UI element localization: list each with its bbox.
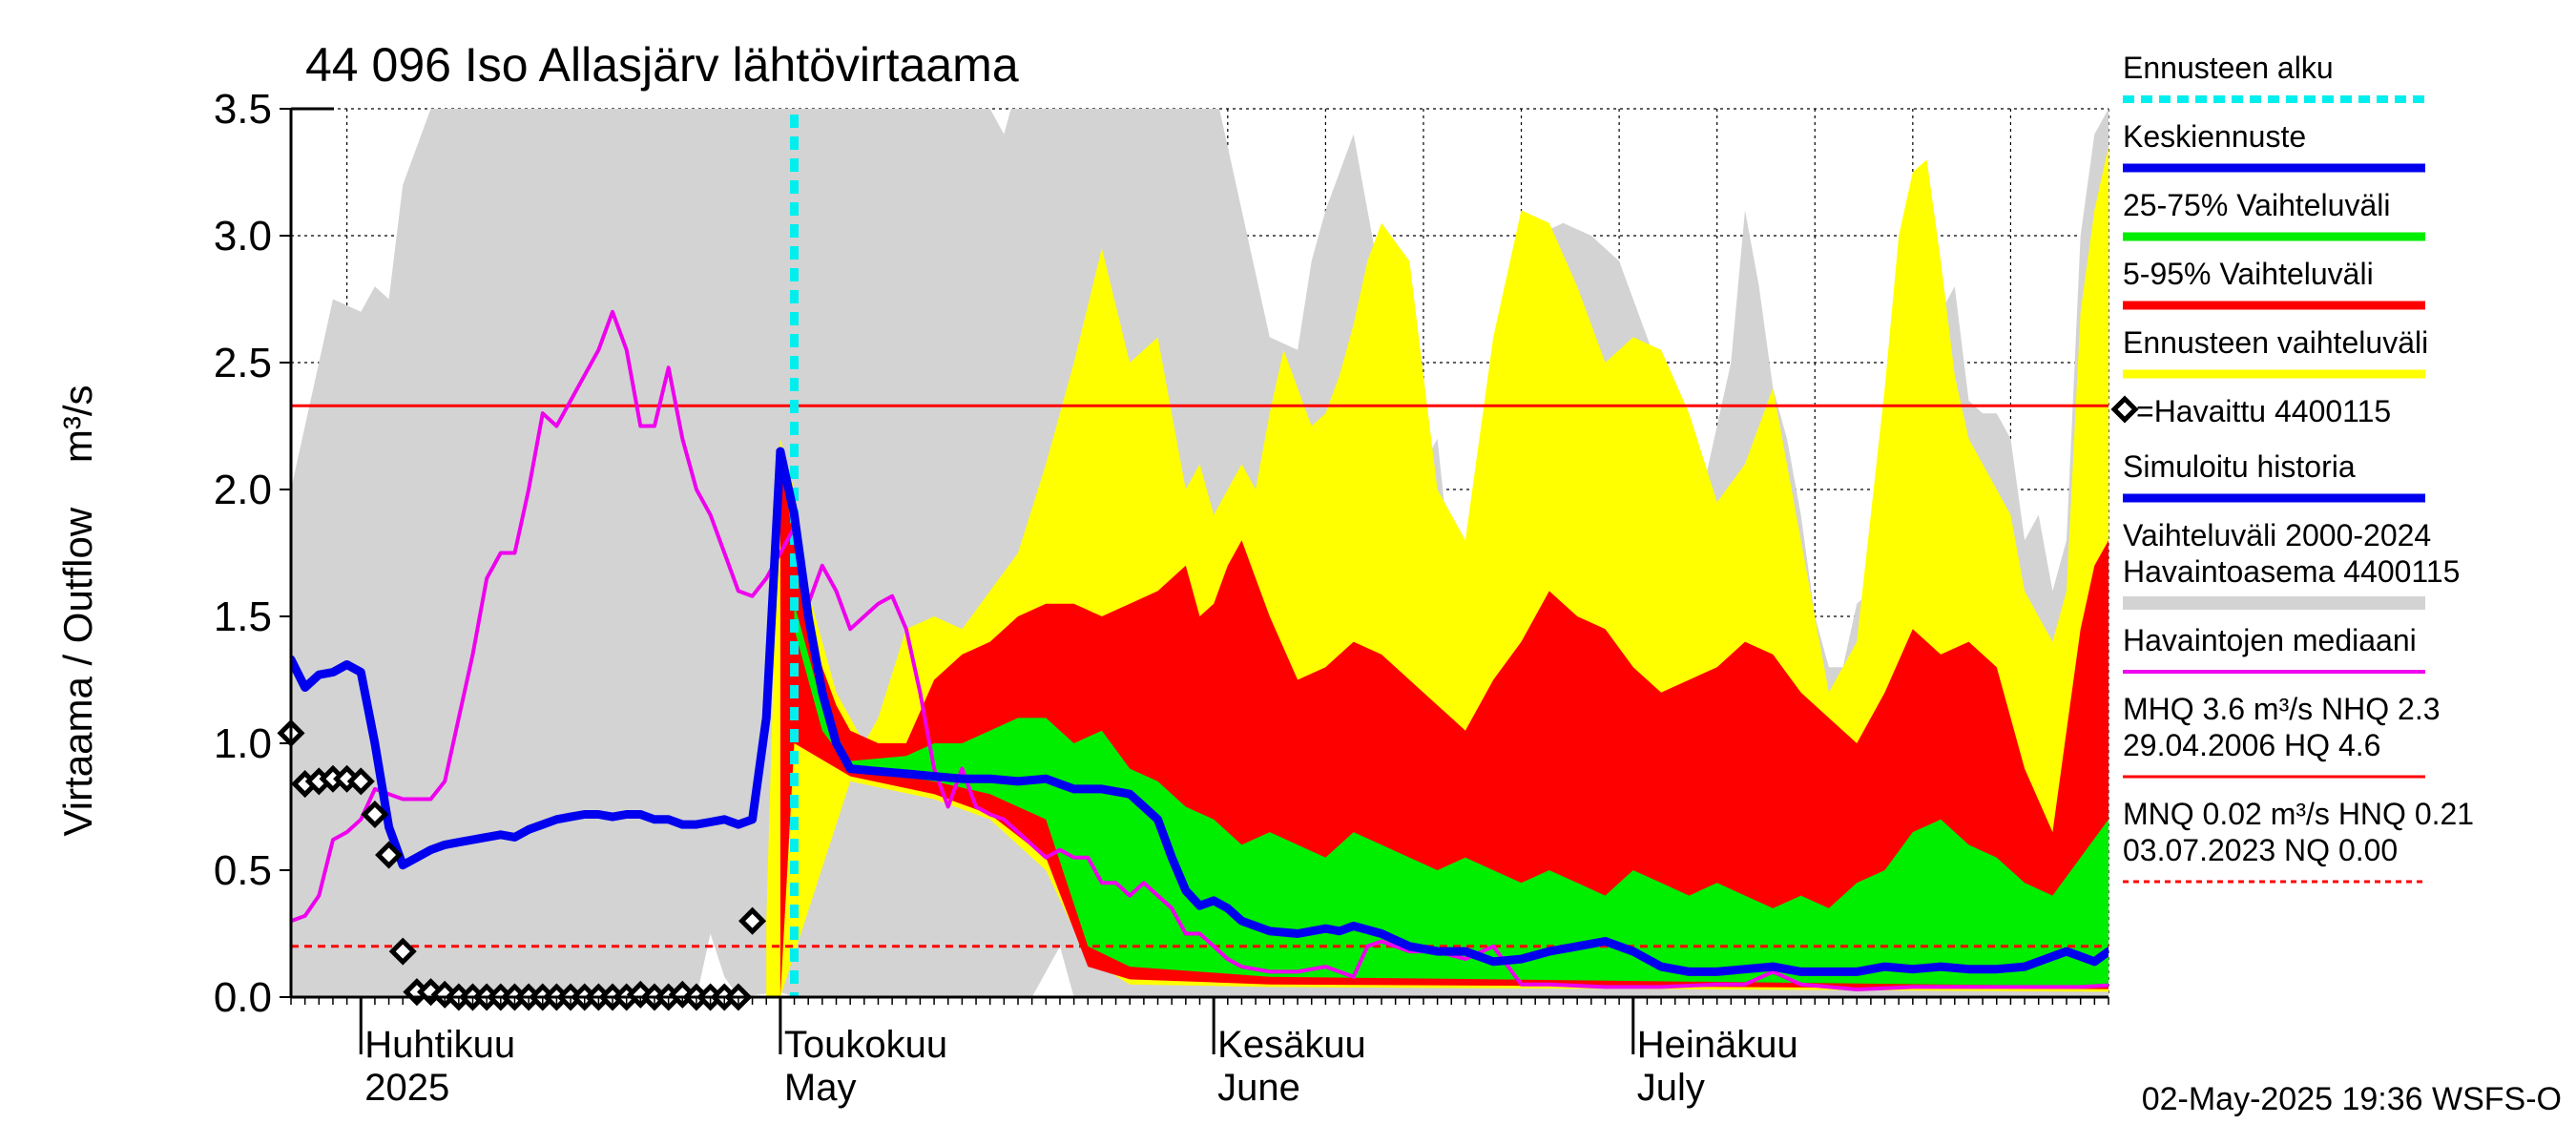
y-tick-label: 1.0	[214, 720, 272, 767]
legend: Ennusteen alku Keskiennuste 25-75% Vaihtel…	[2110, 51, 2474, 884]
month-sublabel: 2025	[364, 1067, 449, 1109]
legend-label: MHQ 3.6 m³/s NHQ 2.3	[2123, 692, 2441, 726]
observed-point	[388, 937, 417, 966]
observed-point	[346, 767, 375, 796]
legend-label: Havaintojen mediaani	[2123, 623, 2417, 657]
legend-label: 25-75% Vaihteluväli	[2123, 188, 2390, 222]
y-tick-label: 0.0	[214, 974, 272, 1021]
y-tick-label: 2.5	[214, 340, 272, 386]
line-havaintojen-mediaani	[291, 309, 2109, 991]
month-label: Heinäkuu	[1637, 1024, 1798, 1066]
month-sublabel: June	[1217, 1067, 1300, 1109]
y-tick-label: 3.5	[214, 86, 272, 133]
y-tick-label: 3.0	[214, 213, 272, 260]
legend-label: =Havaittu 4400115	[2136, 394, 2391, 428]
observed-markers	[277, 718, 767, 1011]
legend-label: Vaihteluväli 2000-2024	[2123, 518, 2431, 552]
y-tick-label: 2.0	[214, 467, 272, 513]
month-sublabel: May	[784, 1067, 857, 1109]
legend-marker	[2110, 395, 2139, 424]
month-label: Huhtikuu	[364, 1024, 515, 1066]
month-label: Kesäkuu	[1217, 1024, 1366, 1066]
y-axis-label: Virtaama / Outflow m³/s	[55, 385, 100, 836]
legend-label-line2: 03.07.2023 NQ 0.00	[2123, 833, 2398, 867]
y-tick-label: 0.5	[214, 847, 272, 894]
line-simuloitu-historia	[291, 447, 785, 870]
legend-label-line2: Havaintoasema 4400115	[2123, 554, 2460, 589]
observed-point	[738, 906, 767, 935]
legend-label-line2: 29.04.2006 HQ 4.6	[2123, 728, 2380, 762]
y-tick-label: 1.5	[214, 593, 272, 640]
legend-label: Simuloitu historia	[2123, 449, 2356, 484]
observed-point	[375, 841, 404, 869]
footer-timestamp: 02-May-2025 19:36 WSFS-O	[2142, 1081, 2562, 1117]
line-keskiennuste	[776, 447, 2109, 976]
legend-label: MNQ 0.02 m³/s HNQ 0.21	[2123, 797, 2474, 831]
legend-label: Ennusteen alku	[2123, 51, 2334, 85]
legend-label: Ennusteen vaihteluväli	[2123, 325, 2428, 360]
observed-point	[361, 800, 389, 829]
chart-title: 44 096 Iso Allasjärv lähtövirtaama	[305, 38, 1019, 92]
month-sublabel: July	[1637, 1067, 1705, 1109]
legend-label: 5-95% Vaihteluväli	[2123, 257, 2374, 291]
series-lines	[291, 309, 2109, 991]
legend-label: Keskiennuste	[2123, 119, 2306, 154]
bands	[291, 109, 2109, 997]
month-label: Toukokuu	[784, 1024, 947, 1066]
